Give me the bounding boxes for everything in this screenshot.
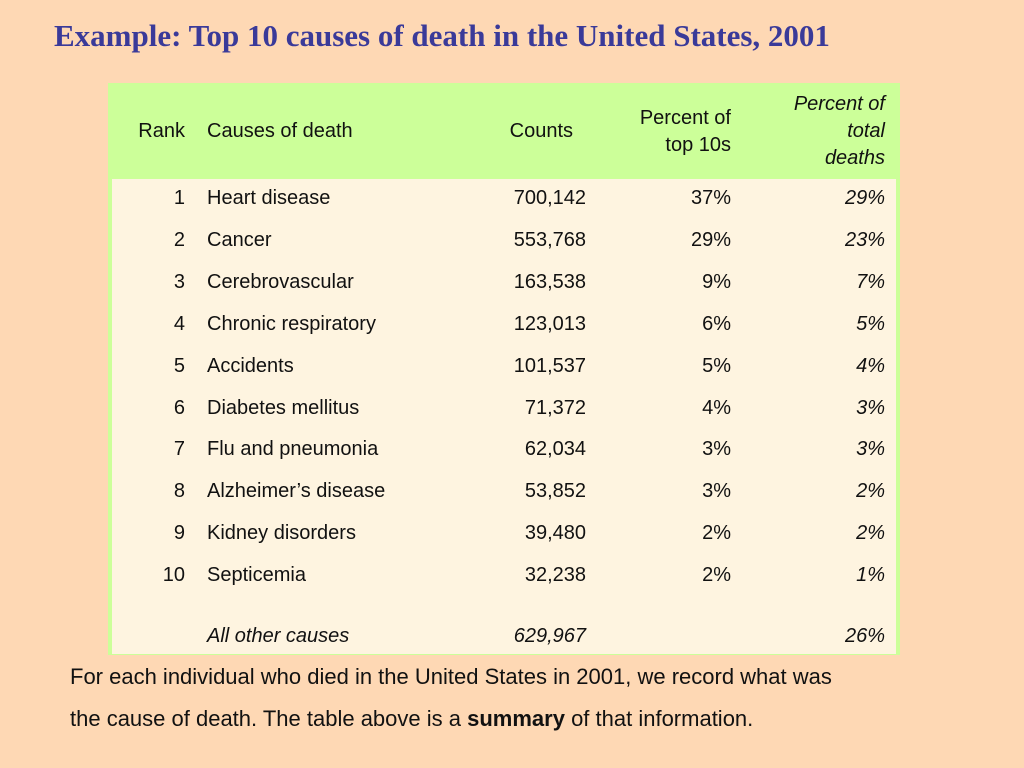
row-rank: 2 [173,228,185,251]
row-cause: Cerebrovascular [207,270,354,293]
row-pct-total: 2% [856,522,885,545]
row-pct-top10: 4% [702,396,731,419]
row-pct-top10: 9% [702,270,731,293]
row-pct-top10: 3% [702,480,731,503]
header-rank: Rank [138,120,185,142]
row-pct-total: 7% [856,270,885,293]
row-counts: 123,013 [513,312,586,335]
footer-text: For each individual who died in the Unit… [70,656,990,740]
row-cause: Diabetes mellitus [207,396,360,419]
row-cause: Septicemia [207,564,306,587]
row-counts: 39,480 [524,522,586,545]
row-pct-top10: 29% [690,228,731,251]
header-counts: Counts [509,120,573,142]
row-pct-top10: 6% [702,312,731,335]
row-cause: Flu and pneumonia [207,438,379,461]
row-pct-total: 23% [844,228,885,251]
row-pct-total: 1% [856,564,885,587]
row-counts: 32,238 [524,564,586,587]
other-cause: All other causes [207,625,350,647]
other-counts: 629,967 [513,625,586,647]
header-pct-total-l2: total [847,120,885,142]
causes-table: Rank Causes of death Counts Percent of t… [108,83,900,655]
row-pct-top10: 2% [702,522,731,545]
row-cause: Alzheimer’s disease [207,480,386,503]
table-header: Rank Causes of death Counts Percent of t… [109,84,899,179]
row-pct-total: 4% [856,354,885,377]
row-counts: 101,537 [513,354,586,377]
row-counts: 700,142 [513,187,586,209]
row-rank: 1 [173,187,185,209]
row-rank: 9 [173,522,185,545]
footer-line2-pre: the cause of death. The table above is a [70,706,468,731]
row-pct-total: 2% [856,480,885,503]
row-counts: 553,768 [513,228,586,251]
row-pct-total: 5% [856,312,885,335]
row-cause: Accidents [207,354,294,377]
row-pct-top10: 37% [690,187,731,209]
row-rank: 5 [173,354,185,377]
header-pct-total-l1: Percent of [793,93,885,115]
row-rank: 8 [173,480,185,503]
row-cause: Chronic respiratory [207,312,376,335]
row-pct-top10: 2% [702,564,731,587]
row-pct-top10: 5% [702,354,731,377]
footer-line1: For each individual who died in the Unit… [70,664,832,689]
row-cause: Cancer [207,228,272,251]
row-counts: 71,372 [524,396,586,419]
row-counts: 163,538 [513,270,586,293]
row-rank: 4 [173,312,185,335]
row-rank: 10 [162,564,185,587]
header-pct-top10-l1: Percent of [639,107,731,129]
row-cause: Kidney disorders [207,522,356,545]
row-counts: 53,852 [524,480,586,503]
header-pct-total-l3: deaths [824,147,885,169]
row-pct-total: 3% [856,438,885,461]
footer-line2-post: of that information. [564,706,754,731]
row-cause: Heart disease [207,187,331,209]
page-title: Example: Top 10 causes of death in the U… [54,18,830,53]
row-pct-top10: 3% [702,438,731,461]
header-pct-top10-l2: top 10s [665,134,731,156]
row-rank: 6 [173,396,185,419]
header-cause: Causes of death [207,120,353,142]
row-counts: 62,034 [524,438,586,461]
footer-summary-word: summary [467,706,565,731]
row-rank: 3 [173,270,185,293]
other-pct-total: 26% [844,625,885,647]
row-rank: 7 [173,438,185,461]
row-pct-total: 29% [844,187,885,209]
row-pct-total: 3% [856,396,885,419]
